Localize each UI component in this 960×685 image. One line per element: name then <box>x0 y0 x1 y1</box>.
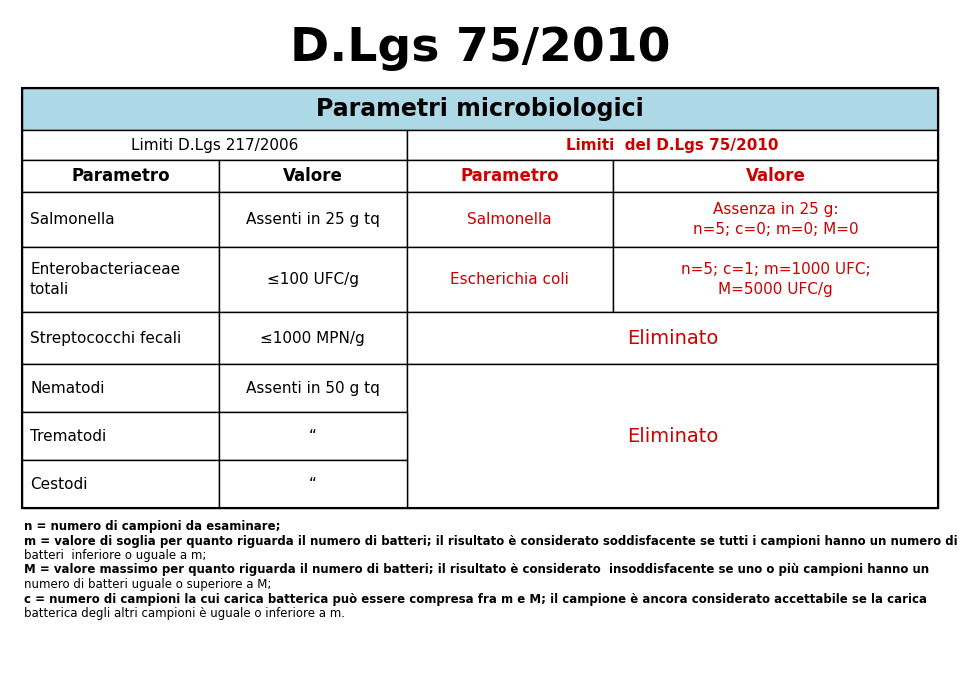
Bar <box>22 160 219 192</box>
Text: D.Lgs 75/2010: D.Lgs 75/2010 <box>290 25 670 71</box>
Text: M = valore massimo per quanto riguarda il numero di batteri; il risultato è cons: M = valore massimo per quanto riguarda i… <box>24 564 929 577</box>
Text: Eliminato: Eliminato <box>627 329 718 347</box>
Bar <box>219 192 407 247</box>
Text: numero di batteri uguale o superiore a M;: numero di batteri uguale o superiore a M… <box>24 578 272 591</box>
Text: Assenza in 25 g:
n=5; c=0; m=0; M=0: Assenza in 25 g: n=5; c=0; m=0; M=0 <box>692 202 858 237</box>
Text: Streptococchi fecali: Streptococchi fecali <box>30 330 181 345</box>
Text: Nematodi: Nematodi <box>30 380 105 395</box>
Text: n = numero di campioni da esaminare;: n = numero di campioni da esaminare; <box>24 520 280 533</box>
Text: Trematodi: Trematodi <box>30 429 107 443</box>
Bar <box>22 412 219 460</box>
Text: Valore: Valore <box>746 167 805 185</box>
Bar <box>612 247 938 312</box>
Bar <box>22 192 219 247</box>
Text: Assenti in 25 g tq: Assenti in 25 g tq <box>246 212 380 227</box>
Text: “: “ <box>309 429 317 443</box>
Bar <box>407 192 612 247</box>
Text: Parametri microbiologici: Parametri microbiologici <box>316 97 644 121</box>
Text: Assenti in 50 g tq: Assenti in 50 g tq <box>246 380 380 395</box>
Text: Limiti D.Lgs 217/2006: Limiti D.Lgs 217/2006 <box>131 138 298 153</box>
Bar <box>22 247 219 312</box>
Bar <box>407 364 938 508</box>
Text: Parametro: Parametro <box>461 167 559 185</box>
Text: Escherichia coli: Escherichia coli <box>450 272 569 287</box>
Text: Limiti  del D.Lgs 75/2010: Limiti del D.Lgs 75/2010 <box>566 138 779 153</box>
Text: Parametro: Parametro <box>71 167 170 185</box>
Text: ≤100 UFC/g: ≤100 UFC/g <box>267 272 359 287</box>
Text: batterica degli altri campioni è uguale o inferiore a m.: batterica degli altri campioni è uguale … <box>24 607 345 620</box>
Bar <box>407 312 938 364</box>
Text: m = valore di soglia per quanto riguarda il numero di batteri; il risultato è co: m = valore di soglia per quanto riguarda… <box>24 534 958 547</box>
Bar <box>219 312 407 364</box>
Bar <box>219 247 407 312</box>
Bar <box>22 312 219 364</box>
Bar <box>407 130 938 160</box>
Bar <box>407 247 612 312</box>
Text: n=5; c=1; m=1000 UFC;
M=5000 UFC/g: n=5; c=1; m=1000 UFC; M=5000 UFC/g <box>681 262 870 297</box>
Bar <box>22 88 938 508</box>
Bar <box>219 160 407 192</box>
Bar <box>22 460 219 508</box>
Bar <box>219 412 407 460</box>
Bar <box>22 88 938 130</box>
Text: Valore: Valore <box>283 167 343 185</box>
Text: batteri  inferiore o uguale a m;: batteri inferiore o uguale a m; <box>24 549 206 562</box>
Text: Salmonella: Salmonella <box>468 212 552 227</box>
Text: ≤1000 MPN/g: ≤1000 MPN/g <box>260 330 365 345</box>
Text: “: “ <box>309 477 317 492</box>
Text: Enterobacteriaceae
totali: Enterobacteriaceae totali <box>30 262 180 297</box>
Bar <box>612 192 938 247</box>
Bar <box>219 364 407 412</box>
Bar <box>612 160 938 192</box>
Text: Cestodi: Cestodi <box>30 477 87 492</box>
Bar <box>22 130 407 160</box>
Bar <box>22 364 219 412</box>
Bar <box>407 160 612 192</box>
Text: Salmonella: Salmonella <box>30 212 114 227</box>
Bar <box>219 460 407 508</box>
Text: c = numero di campioni la cui carica batterica può essere compresa fra m e M; il: c = numero di campioni la cui carica bat… <box>24 593 927 606</box>
Text: Eliminato: Eliminato <box>627 427 718 445</box>
